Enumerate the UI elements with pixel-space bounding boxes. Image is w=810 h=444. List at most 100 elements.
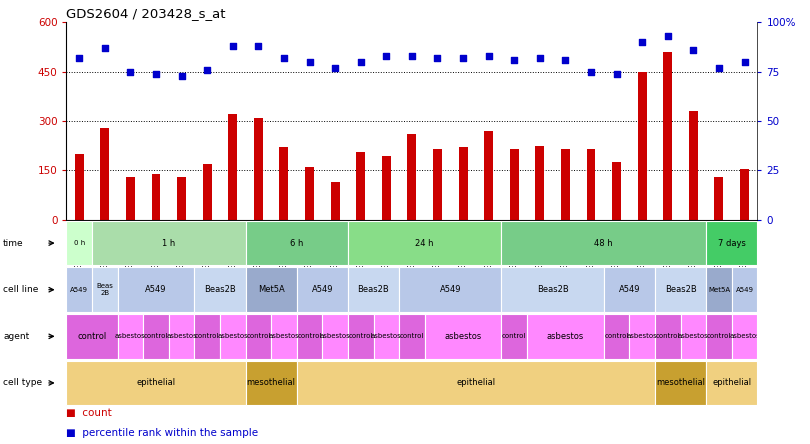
Bar [348, 267, 399, 312]
Text: control: control [297, 333, 322, 339]
Bar [407, 134, 416, 220]
Point [329, 64, 342, 71]
Text: A549: A549 [70, 287, 88, 293]
Point [380, 52, 393, 59]
Text: cell line: cell line [3, 285, 39, 294]
Bar [382, 155, 390, 220]
Bar [501, 267, 603, 312]
Bar [561, 149, 570, 220]
Point [405, 52, 418, 59]
Text: control: control [707, 333, 731, 339]
Bar [92, 267, 117, 312]
Bar [322, 314, 348, 359]
Text: A549: A549 [735, 287, 753, 293]
Point [610, 70, 623, 77]
Text: 1 h: 1 h [162, 238, 176, 248]
Bar [731, 314, 757, 359]
Bar [458, 147, 467, 220]
Text: A549: A549 [440, 285, 461, 294]
Bar [279, 147, 288, 220]
Bar [356, 152, 365, 220]
Text: Beas2B: Beas2B [665, 285, 697, 294]
Point [508, 56, 521, 63]
Point [226, 42, 239, 49]
Bar [706, 314, 731, 359]
Text: control: control [655, 333, 680, 339]
Text: control: control [78, 332, 107, 341]
Text: epithelial: epithelial [136, 378, 176, 388]
Bar [706, 361, 757, 405]
Bar [296, 267, 348, 312]
Point [150, 70, 163, 77]
Point [124, 68, 137, 75]
Bar [612, 162, 621, 220]
Text: control: control [502, 333, 526, 339]
Point [175, 72, 188, 79]
Bar [527, 314, 603, 359]
Bar [509, 149, 518, 220]
Bar [399, 267, 501, 312]
Text: asbestos: asbestos [445, 332, 482, 341]
Bar [194, 314, 220, 359]
Text: A549: A549 [619, 285, 640, 294]
Text: Beas
2B: Beas 2B [96, 283, 113, 296]
Point [431, 54, 444, 61]
Bar [348, 221, 501, 266]
Text: asbestos: asbestos [547, 332, 584, 341]
Bar [245, 221, 348, 266]
Text: asbestos: asbestos [371, 333, 402, 339]
Bar [629, 314, 655, 359]
Bar [603, 267, 655, 312]
Bar [501, 221, 706, 266]
Bar [220, 314, 245, 359]
Point [738, 58, 751, 65]
Bar [254, 118, 262, 220]
Bar [117, 267, 194, 312]
Text: control: control [399, 333, 424, 339]
Bar [245, 314, 271, 359]
Bar [66, 361, 245, 405]
Point [533, 54, 546, 61]
Bar [586, 149, 595, 220]
Bar [535, 146, 544, 220]
Text: 24 h: 24 h [416, 238, 434, 248]
Bar [637, 71, 646, 220]
Text: time: time [3, 238, 23, 248]
Text: asbestos: asbestos [729, 333, 760, 339]
Bar [177, 177, 186, 220]
Bar [663, 52, 672, 220]
Bar [348, 314, 373, 359]
Text: control: control [348, 333, 373, 339]
Text: Met5A: Met5A [708, 287, 730, 293]
Point [585, 68, 598, 75]
Point [713, 64, 726, 71]
Point [661, 32, 674, 40]
Text: control: control [604, 333, 629, 339]
Bar [66, 221, 92, 266]
Text: asbestos: asbestos [627, 333, 658, 339]
Bar [740, 169, 749, 220]
Point [687, 46, 700, 53]
Point [354, 58, 367, 65]
Text: asbestos: asbestos [269, 333, 300, 339]
Bar [688, 111, 698, 220]
Bar [330, 182, 339, 220]
Text: asbestos: asbestos [115, 333, 146, 339]
Point [303, 58, 316, 65]
Bar [484, 131, 493, 220]
Bar [194, 267, 245, 312]
Text: A549: A549 [312, 285, 333, 294]
Text: 48 h: 48 h [595, 238, 613, 248]
Text: Beas2B: Beas2B [537, 285, 569, 294]
Point [559, 56, 572, 63]
Point [73, 54, 86, 61]
Text: ■  count: ■ count [66, 408, 112, 419]
Bar [126, 177, 135, 220]
Bar [168, 314, 194, 359]
Text: agent: agent [3, 332, 29, 341]
Text: Beas2B: Beas2B [358, 285, 390, 294]
Text: control: control [144, 333, 168, 339]
Text: Beas2B: Beas2B [204, 285, 236, 294]
Text: control: control [195, 333, 220, 339]
Bar [714, 177, 723, 220]
